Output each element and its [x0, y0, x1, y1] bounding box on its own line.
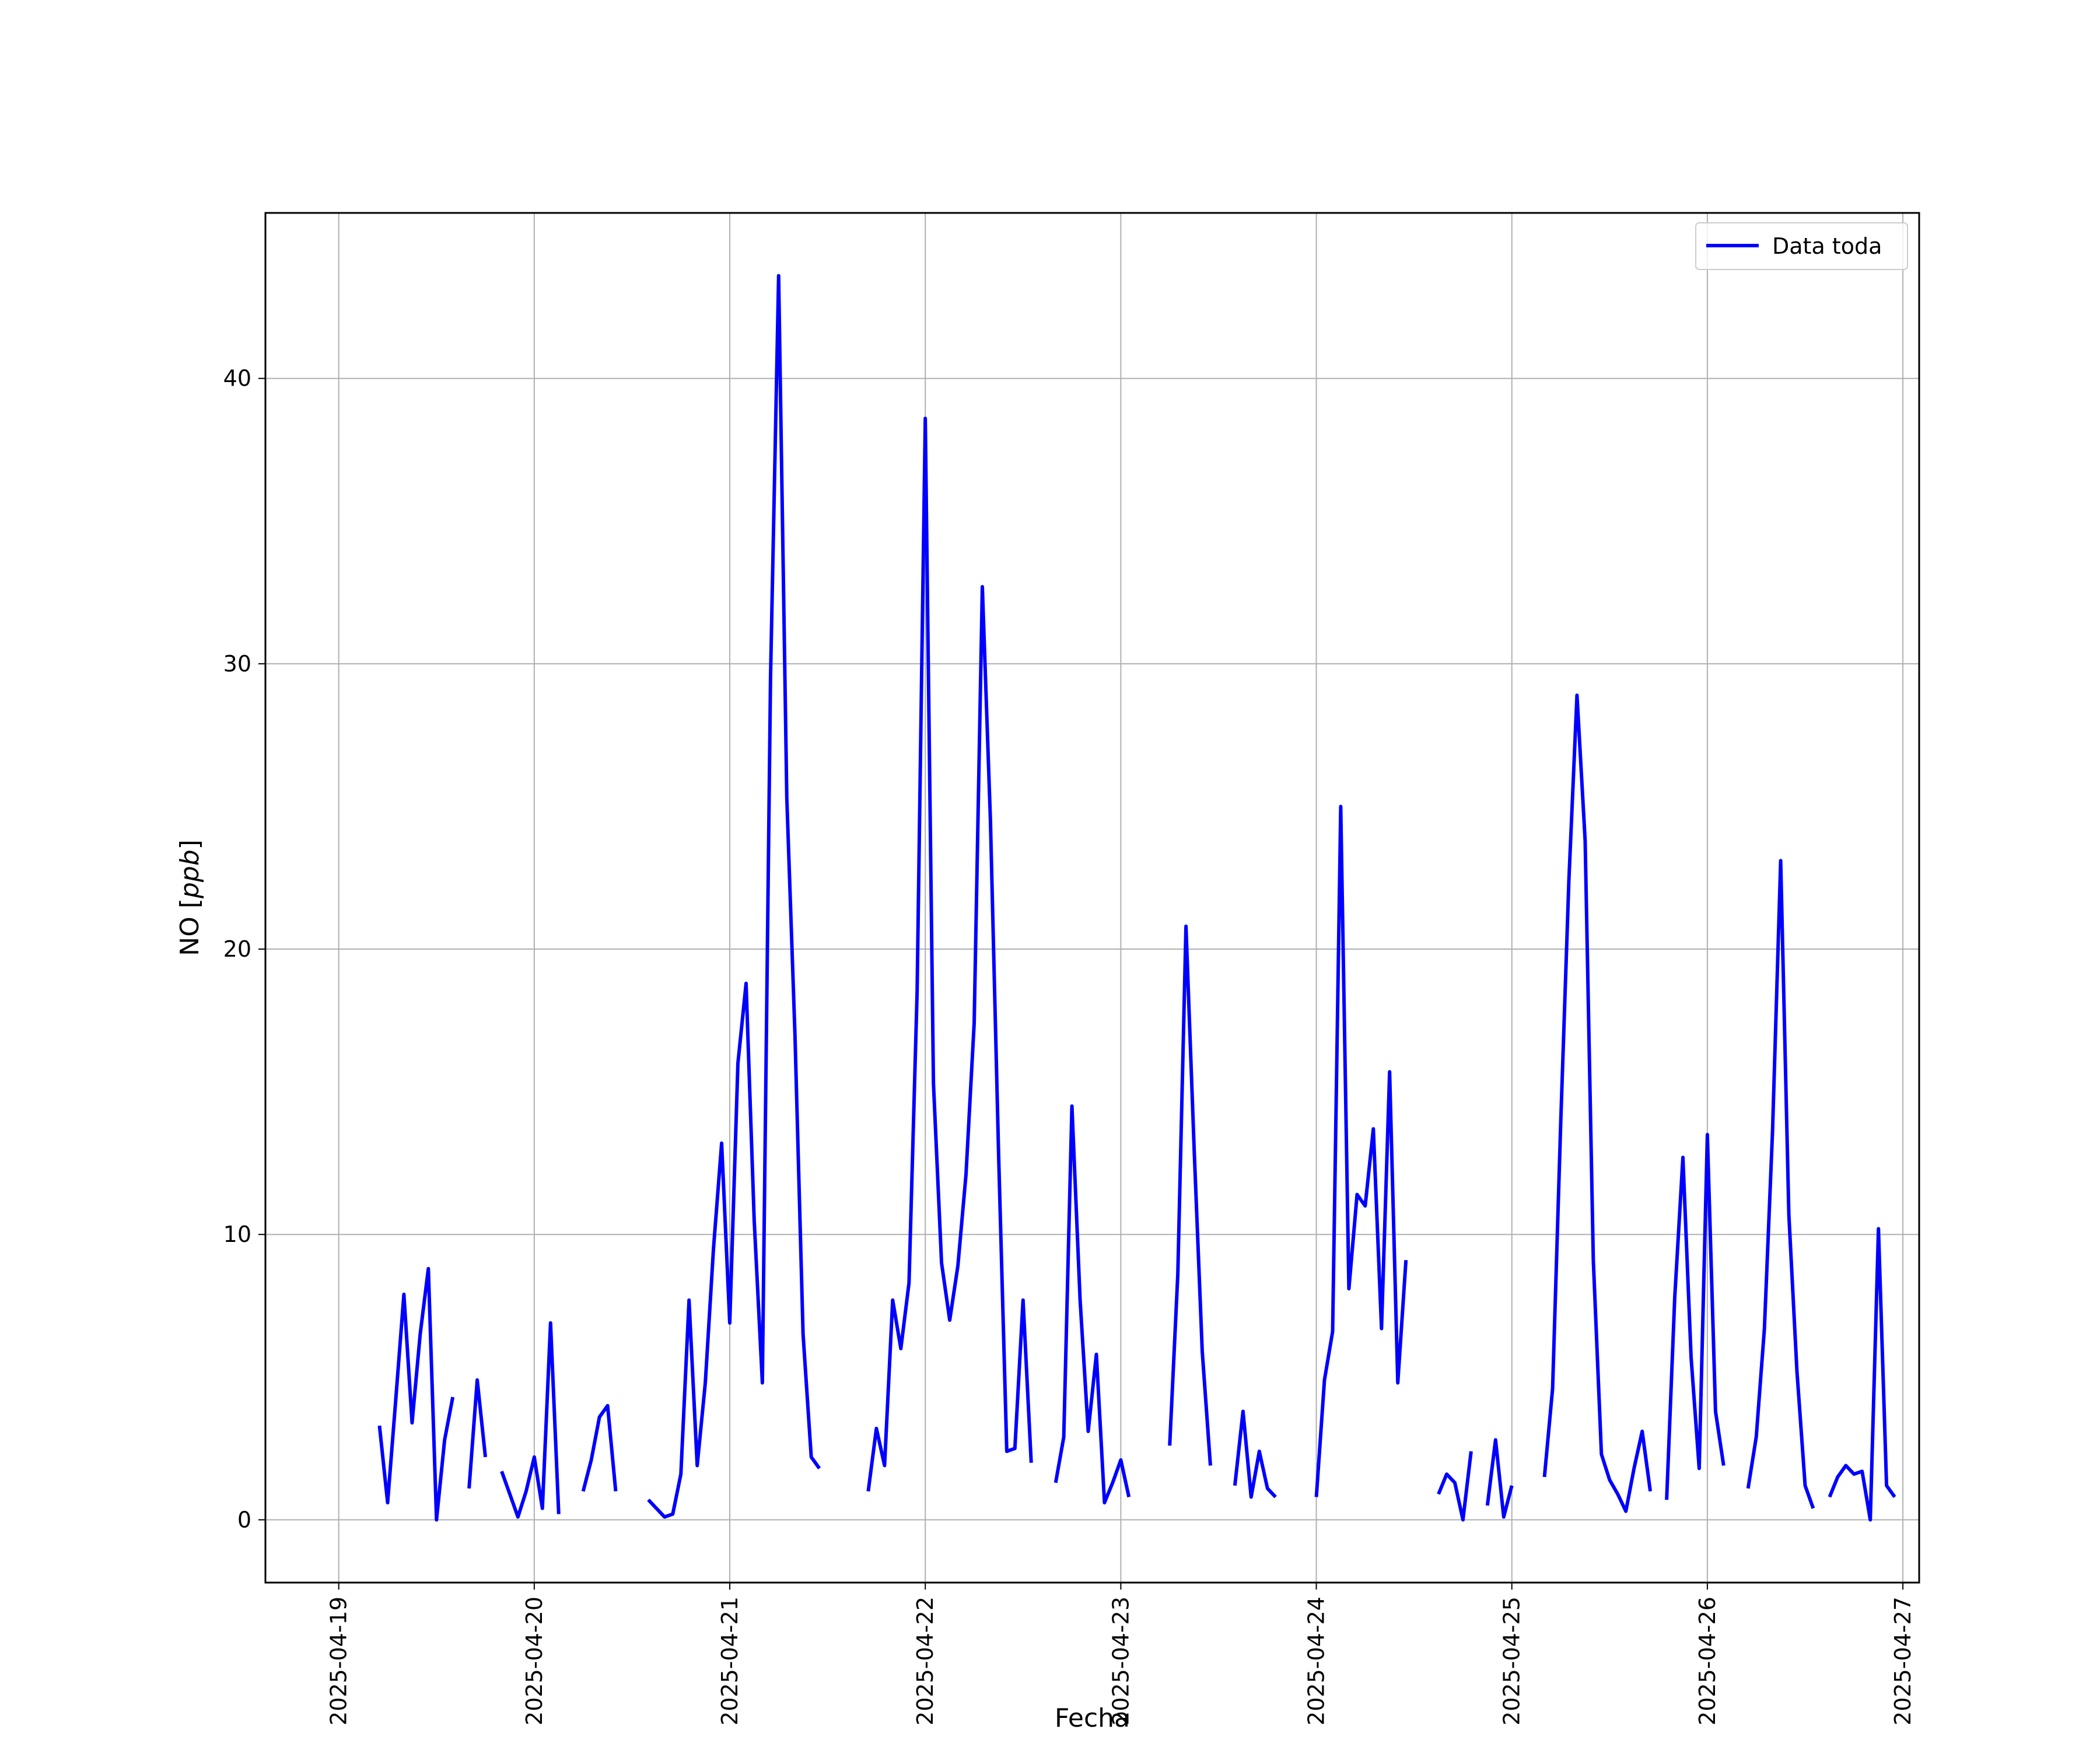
x-tick-label: 2025-04-26 — [1695, 1597, 1720, 1726]
series-line-segment — [1054, 1104, 1131, 1504]
legend-label-data-toda: Data toda — [1772, 233, 1882, 259]
x-tick-label: 2025-04-20 — [522, 1597, 547, 1726]
y-axis-label-quantity: NO [ — [175, 898, 205, 956]
plot-area-frame — [264, 212, 1920, 1584]
x-axis: 2025-04-19 2025-04-20 2025-04-21 2025-04-22… — [326, 1583, 1916, 1726]
legend: Data toda — [1695, 222, 1908, 270]
x-axis-label: Fecha — [1055, 1703, 1130, 1733]
x-tick-label: 2025-04-19 — [326, 1597, 352, 1726]
x-tick-label: 2025-04-21 — [717, 1597, 743, 1726]
series-line-segment — [1437, 1451, 1473, 1522]
y-tick-label: 10 — [223, 1222, 251, 1247]
series-line-segment — [1314, 804, 1408, 1497]
series-line-segment — [1485, 1438, 1514, 1519]
y-tick-label: 30 — [223, 651, 251, 677]
y-axis-label-bracket: ] — [175, 839, 205, 849]
series-line-segment — [1665, 1133, 1726, 1500]
x-tick-label: 2025-04-24 — [1304, 1597, 1329, 1726]
series-line-segment — [647, 274, 821, 1519]
x-tick-label: 2025-04-23 — [1108, 1597, 1133, 1726]
series-line-segment — [1542, 693, 1653, 1513]
series-line-segment — [581, 1404, 618, 1492]
y-axis-label: NO [ppb] — [175, 839, 205, 956]
y-tick-label: 0 — [237, 1507, 251, 1532]
series-line-segment — [866, 416, 1033, 1492]
series-line-segment — [467, 1378, 488, 1489]
legend-box — [1695, 222, 1908, 270]
x-tick-label: 2025-04-27 — [1890, 1597, 1916, 1726]
series-line-segment — [500, 1321, 561, 1519]
y-tick-label: 40 — [223, 366, 251, 391]
series-data-toda — [377, 274, 1896, 1522]
series-line-segment — [1233, 1409, 1277, 1499]
y-axis: 0 10 20 30 40 — [223, 366, 265, 1532]
series-line-segment — [1168, 924, 1212, 1466]
series-line-segment — [1828, 1227, 1896, 1522]
series-line-segment — [377, 1266, 455, 1522]
y-tick-label: 20 — [223, 936, 251, 962]
x-tick-label: 2025-04-25 — [1499, 1597, 1525, 1726]
series-line-segment — [1746, 859, 1815, 1509]
y-axis-label-unit: ppb — [175, 849, 205, 899]
x-tick-label: 2025-04-22 — [912, 1597, 938, 1726]
